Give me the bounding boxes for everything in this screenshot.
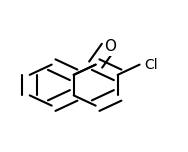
Text: Cl: Cl	[144, 58, 158, 72]
Text: O: O	[104, 39, 116, 54]
